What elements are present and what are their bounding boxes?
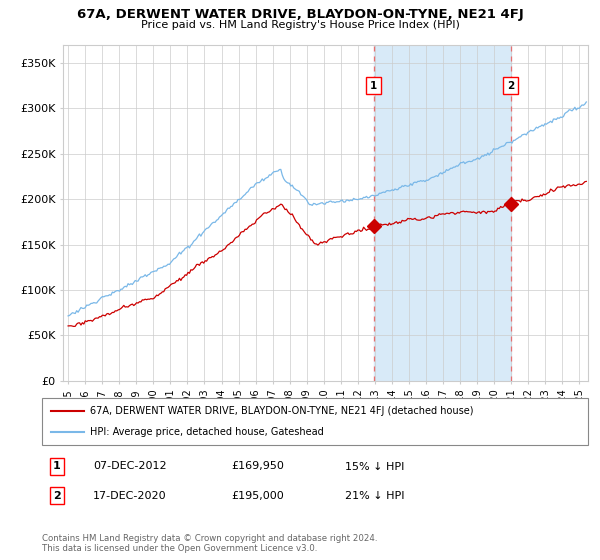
Text: 1: 1: [53, 461, 61, 472]
Text: HPI: Average price, detached house, Gateshead: HPI: Average price, detached house, Gate…: [90, 427, 324, 437]
Text: £169,950: £169,950: [231, 461, 284, 472]
Bar: [374, 45, 511, 381]
Text: Contains HM Land Registry data © Crown copyright and database right 2024.
This d: Contains HM Land Registry data © Crown c…: [42, 534, 377, 553]
Text: 67A, DERWENT WATER DRIVE, BLAYDON-ON-TYNE, NE21 4FJ: 67A, DERWENT WATER DRIVE, BLAYDON-ON-TYN…: [77, 8, 523, 21]
Text: 21% ↓ HPI: 21% ↓ HPI: [345, 491, 404, 501]
Text: 2: 2: [53, 491, 61, 501]
Text: Price paid vs. HM Land Registry's House Price Index (HPI): Price paid vs. HM Land Registry's House …: [140, 20, 460, 30]
Text: 07-DEC-2012: 07-DEC-2012: [93, 461, 167, 472]
Text: 17-DEC-2020: 17-DEC-2020: [93, 491, 167, 501]
Text: 67A, DERWENT WATER DRIVE, BLAYDON-ON-TYNE, NE21 4FJ (detached house): 67A, DERWENT WATER DRIVE, BLAYDON-ON-TYN…: [90, 406, 473, 416]
Text: 15% ↓ HPI: 15% ↓ HPI: [345, 461, 404, 472]
Text: 2: 2: [507, 81, 514, 91]
Text: £195,000: £195,000: [231, 491, 284, 501]
Text: 1: 1: [370, 81, 377, 91]
